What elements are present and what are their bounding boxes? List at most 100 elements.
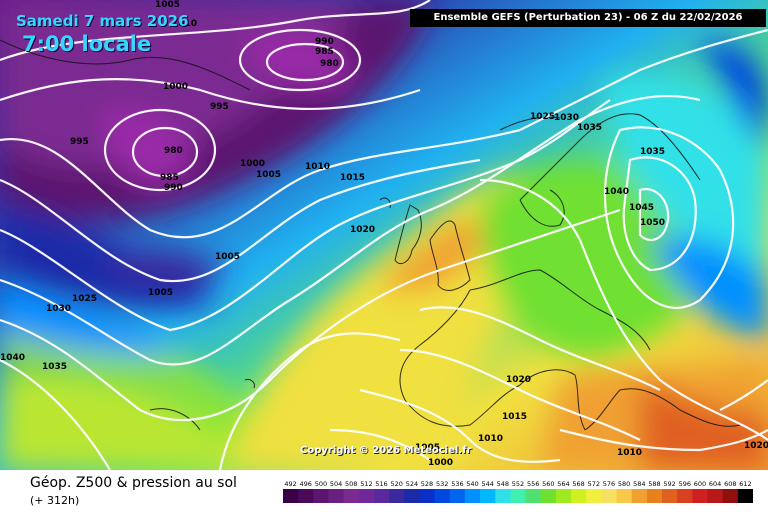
legend-label: 500 xyxy=(315,480,327,488)
legend-label: 512 xyxy=(360,480,372,488)
isobar-label: 1005 xyxy=(155,0,180,10)
legend-label: 584 xyxy=(633,480,645,488)
legend-swatch xyxy=(616,489,633,503)
isobar-label: 1000 xyxy=(428,458,453,468)
legend-swatch xyxy=(707,489,724,503)
isobar-label: 985 xyxy=(315,47,334,57)
legend-label: 540 xyxy=(466,480,478,488)
legend-label: 608 xyxy=(724,480,736,488)
legend-swatch xyxy=(358,489,375,503)
isobar-label: 1005 xyxy=(215,252,240,262)
legend-swatch xyxy=(555,489,572,503)
isobar-label: 980 xyxy=(320,59,339,69)
isobar-label: 1020 xyxy=(506,375,531,385)
isobar-label: 985 xyxy=(160,173,179,183)
isobar-label: 995 xyxy=(70,137,89,147)
model-run-banner: Ensemble GEFS (Perturbation 23) - 06 Z d… xyxy=(410,9,766,27)
isobar-label: 990 xyxy=(164,183,183,193)
isobar-labels: 1005 1010 990 985 980 1000 995 995 980 9… xyxy=(0,0,768,468)
legend-swatch xyxy=(631,489,648,503)
legend-swatch xyxy=(692,489,709,503)
legend-swatch xyxy=(404,489,420,503)
weather-map: 1005 1010 990 985 980 1000 995 995 980 9… xyxy=(0,0,768,470)
legend-swatch xyxy=(571,489,587,503)
legend-label: 556 xyxy=(527,480,539,488)
forecast-local-time: 7:00 locale xyxy=(22,32,152,56)
isobar-label: 990 xyxy=(315,37,334,47)
legend-swatch xyxy=(298,489,314,503)
legend-label: 536 xyxy=(451,480,463,488)
legend-label: 532 xyxy=(436,480,448,488)
legend-swatch xyxy=(449,489,466,503)
legend-label: 600 xyxy=(694,480,706,488)
isobar-lines xyxy=(0,0,768,470)
isobar-label: 1010 xyxy=(478,434,503,444)
isobar-label: 1020 xyxy=(744,441,768,451)
isobar-label: 1000 xyxy=(163,82,188,92)
isobar-label: 1005 xyxy=(148,288,173,298)
legend-swatch xyxy=(586,489,602,503)
legend-label: 604 xyxy=(709,480,721,488)
legend-swatch xyxy=(510,489,527,503)
copyright-notice: Copyright © 2026 Meteociel.fr xyxy=(300,445,472,456)
legend-swatch xyxy=(313,489,329,503)
legend-label: 544 xyxy=(481,480,493,488)
isobar-label: 1045 xyxy=(629,203,654,213)
legend-label: 560 xyxy=(542,480,554,488)
legend-label: 572 xyxy=(588,480,600,488)
legend-label: 580 xyxy=(618,480,630,488)
isobar-label: 1015 xyxy=(340,173,365,183)
isobar-label: 1035 xyxy=(577,123,602,133)
legend-swatch xyxy=(328,489,345,503)
isobar-label: 1000 xyxy=(240,159,265,169)
legend-label: 592 xyxy=(663,480,675,488)
legend-label: 516 xyxy=(375,480,387,488)
forecast-date: Samedi 7 mars 2026 xyxy=(16,12,189,30)
legend-swatch xyxy=(737,489,753,503)
legend-swatch xyxy=(389,489,405,503)
isobar-label: 1030 xyxy=(554,113,579,123)
lead-time: (+ 312h) xyxy=(30,494,80,507)
legend-swatch xyxy=(601,489,618,503)
isobar-label: 1025 xyxy=(72,294,97,304)
geopotential-fields xyxy=(0,0,768,470)
legend-swatch xyxy=(677,489,693,503)
legend-label: 612 xyxy=(739,480,751,488)
legend-swatch xyxy=(662,489,678,503)
legend-swatch xyxy=(343,489,360,503)
color-scale-legend: 492 496 500 504 508 512 516 520 524 528 532 536 540 5… xyxy=(283,480,753,503)
legend-label: 568 xyxy=(572,480,584,488)
legend-swatch xyxy=(283,489,299,503)
isobar-label: 1005 xyxy=(415,443,440,453)
legend-swatch xyxy=(646,489,663,503)
legend-swatch xyxy=(434,489,451,503)
isobar-label: 1025 xyxy=(530,112,555,122)
map-field-title: Géop. Z500 & pression au sol xyxy=(30,475,237,491)
legend-label: 552 xyxy=(512,480,524,488)
legend-label: 492 xyxy=(284,480,296,488)
isobar-label: 1040 xyxy=(0,353,25,363)
legend-label: 528 xyxy=(421,480,433,488)
legend-label: 496 xyxy=(299,480,311,488)
isobar-label: 1015 xyxy=(502,412,527,422)
isobar-label: 1010 xyxy=(617,448,642,458)
isobar-label: 1050 xyxy=(640,218,665,228)
isobar-label: 980 xyxy=(164,146,183,156)
legend-swatch xyxy=(480,489,496,503)
legend-label: 508 xyxy=(345,480,357,488)
legend-label: 548 xyxy=(497,480,509,488)
legend-label: 576 xyxy=(603,480,615,488)
legend-label: 504 xyxy=(330,480,342,488)
legend-label: 588 xyxy=(648,480,660,488)
legend-swatch xyxy=(495,489,511,503)
isobar-label: 1020 xyxy=(350,225,375,235)
isobar-label: 995 xyxy=(210,102,229,112)
legend-swatch xyxy=(722,489,739,503)
legend-swatch xyxy=(419,489,436,503)
isobar-label: 1035 xyxy=(640,147,665,157)
legend-swatch xyxy=(540,489,557,503)
legend-swatch xyxy=(525,489,542,503)
isobar-label: 1040 xyxy=(604,187,629,197)
isobar-label: 1005 xyxy=(256,170,281,180)
isobar-label: 1030 xyxy=(46,304,71,314)
